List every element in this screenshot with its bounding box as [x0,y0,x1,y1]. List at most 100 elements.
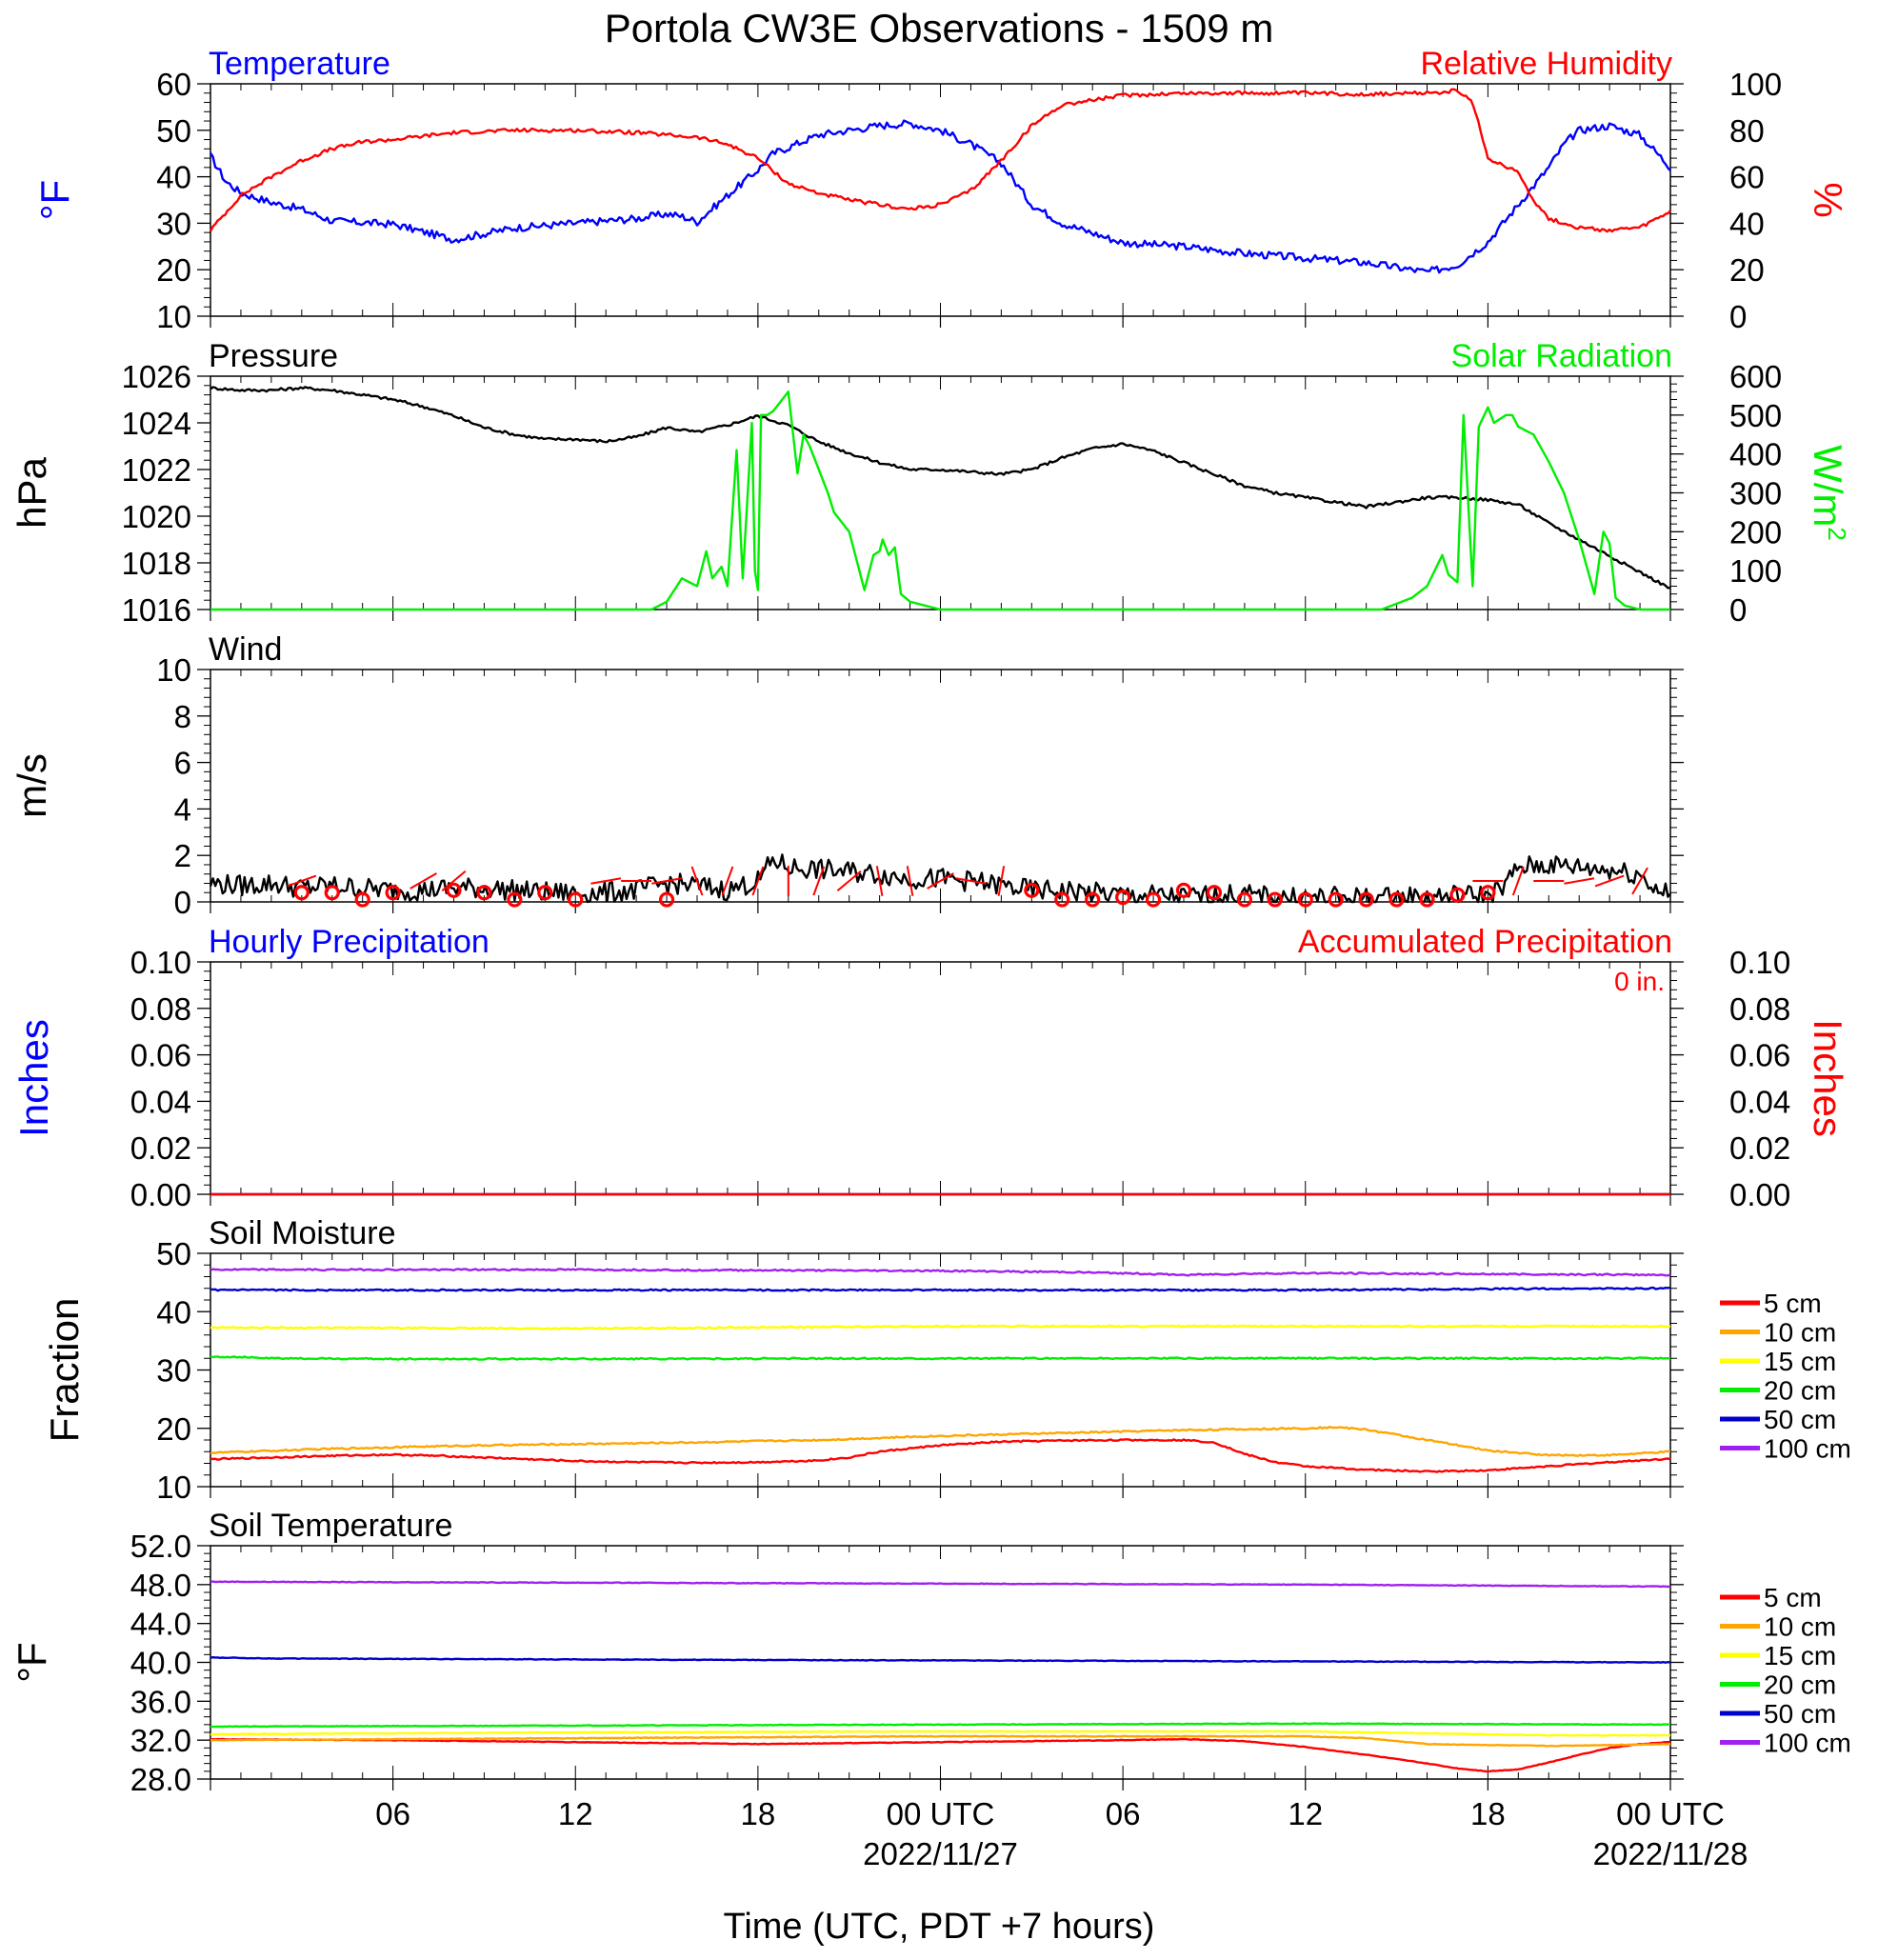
left-axis-unit: °F [10,1642,54,1682]
chart-title: Portola CW3E Observations - 1509 m [605,6,1274,50]
legend-label-100-cm: 100 cm [1764,1434,1851,1464]
left-tick-label: 30 [156,206,191,241]
legend-label-5-cm: 5 cm [1764,1583,1822,1612]
series-line-10-cm [210,1734,1671,1748]
left-tick-label: 8 [174,699,191,734]
series-line-15-cm [210,1324,1671,1330]
wind-barb [441,870,467,892]
right-tick-label: 0.04 [1729,1084,1790,1119]
series-line-50-cm [210,1655,1671,1664]
legend-label-15-cm: 15 cm [1764,1347,1836,1376]
panel-title-left: Pressure [209,338,338,374]
panel-title-left: Hourly Precipitation [209,924,489,960]
left-tick-label: 10 [156,1470,191,1505]
left-tick-label: 20 [156,1411,191,1447]
legend-label-5-cm: 5 cm [1764,1289,1822,1318]
calm-wind-marker [1389,891,1405,908]
wind-barb [812,866,826,896]
series-line-pressure [210,386,1671,590]
calm-wind-marker [568,891,584,908]
calm-wind-marker [507,891,523,908]
panel-pressure-solar: 1026 1024 1022 1020 1018 1016 600 500 400 3002001… [10,338,1851,628]
calm-wind-marker [1236,891,1252,908]
wind-barb [1594,874,1625,888]
left-axis-unit: Inches [11,1019,56,1137]
left-tick-label: 1018 [122,546,191,581]
wind-barb [1564,877,1595,885]
panel-title-right: Relative Humidity [1420,46,1672,82]
calm-wind-marker [537,885,553,901]
right-tick-label: 0.02 [1729,1130,1790,1166]
left-tick-label: 50 [156,113,191,149]
plot-frame [210,83,1671,317]
x-tick-label: 00 UTC [1616,1796,1725,1831]
accumulated-total-label: 0 in. [1614,967,1665,996]
series-line-100-cm [210,1268,1671,1277]
calm-wind-marker [324,885,340,901]
left-tick-label: 40 [156,160,191,195]
right-tick-label: 0.08 [1729,991,1790,1027]
right-tick-label: 20 [1729,252,1765,288]
left-tick-label: 1026 [122,359,191,394]
calm-wind-marker [1024,882,1040,898]
wind-barb [997,866,1006,896]
series-line-5-cm [210,1438,1671,1473]
left-tick-label: 10 [156,652,191,688]
calm-wind-marker [1267,891,1283,908]
calm-wind-marker [658,891,675,908]
wind-barb [590,877,622,885]
panel-title-right: Accumulated Precipitation [1298,924,1672,960]
wind-barb [1631,867,1648,895]
calm-wind-marker [1054,891,1070,908]
wind-barb [651,877,682,885]
x-axis-title: Time (UTC, PDT +7 hours) [724,1907,1155,1947]
legend-label-15-cm: 15 cm [1764,1641,1836,1670]
x-tick-label: 06 [375,1796,410,1831]
panel-soil-temperature: 52.0 48.0 44.0 40.036.0 32.0 28.0 Soil Tempera… [10,1508,1851,1797]
x-date-label: 2022/11/28 [1593,1836,1748,1871]
calm-wind-marker [1085,891,1101,908]
right-tick-label: 100 [1729,67,1782,102]
left-tick-label: 0.08 [130,991,191,1027]
calm-wind-marker [1145,891,1162,908]
wind-barb [721,866,734,896]
calm-wind-marker [446,882,462,898]
x-tick-label: 18 [1470,1796,1506,1831]
wind-barb [875,866,884,896]
calm-wind-marker [1175,882,1192,898]
wind-barb [955,877,987,885]
calm-wind-marker [1297,891,1313,908]
legend-label-10-cm: 10 cm [1764,1318,1836,1348]
left-tick-label: 0.10 [130,945,191,980]
right-tick-label: 600 [1729,359,1782,394]
calm-wind-marker [1358,891,1374,908]
calm-wind-marker [1328,891,1344,908]
panel-title-left: Temperature [209,46,390,82]
right-axis-unit: % [1806,182,1850,217]
series-line-20-cm [210,1722,1671,1729]
calm-wind-marker [354,891,370,908]
wind-barb [410,872,437,890]
legend-label-100-cm: 100 cm [1764,1729,1851,1758]
left-tick-label: 2 [174,838,191,873]
left-tick-label: 28.0 [130,1762,191,1797]
calm-wind-marker [1480,885,1496,901]
panel-title-right: Solar Radiation [1451,338,1672,374]
left-tick-label: 0.06 [130,1038,191,1073]
calm-wind-marker [385,885,401,901]
series-line-20-cm [210,1355,1671,1361]
series-line-wind [209,853,1671,904]
left-tick-label: 0.02 [130,1130,191,1166]
wind-barb [927,872,954,890]
panel-temperature-humidity: 60 50 40 30 20 10 100 80 60 40 20 0 Temperature Relat… [32,46,1850,334]
right-tick-label: 80 [1729,113,1765,149]
right-tick-label: 40 [1729,206,1765,241]
left-tick-label: 1016 [122,592,191,628]
left-tick-label: 0 [174,885,191,920]
series-line-relative-humidity [209,88,1671,233]
left-axis-unit: m/s [10,753,54,818]
left-tick-label: 1022 [122,452,191,488]
legend-label-20-cm: 20 cm [1764,1670,1836,1700]
wind-barb [287,874,317,888]
